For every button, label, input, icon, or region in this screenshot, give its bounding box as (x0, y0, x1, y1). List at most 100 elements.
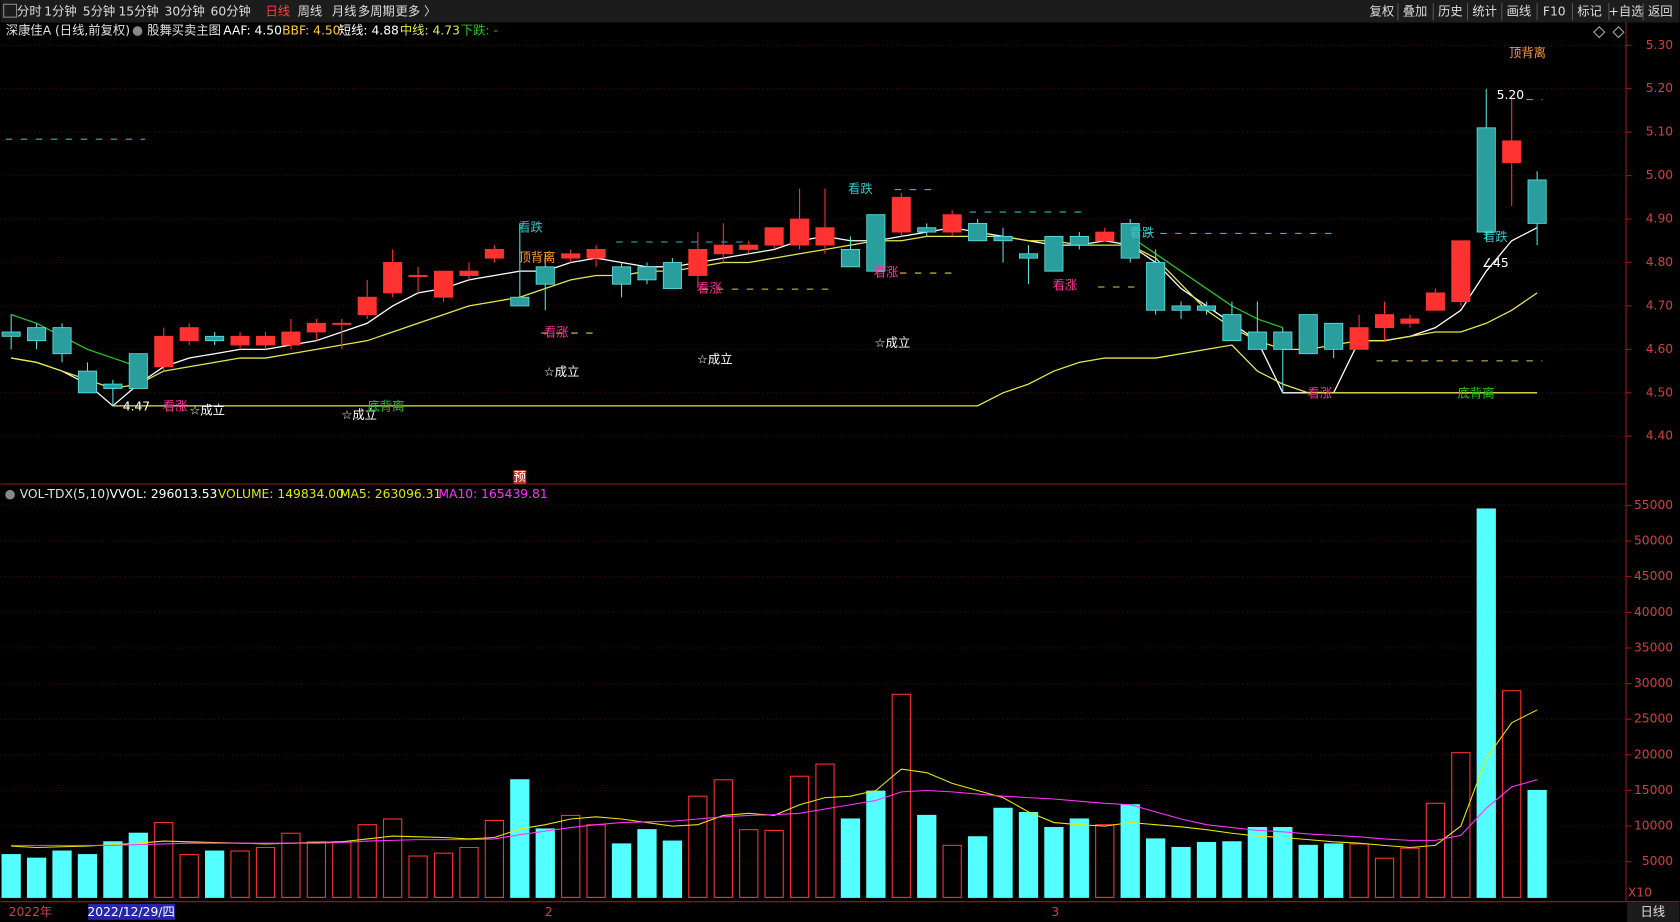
candle-body (586, 249, 606, 259)
volume-bar (637, 829, 657, 898)
volume-bar (281, 832, 301, 898)
candle-body (662, 262, 682, 289)
y-tick-label: 5.10 (1646, 125, 1673, 139)
volume-bar (1476, 508, 1496, 898)
volume-bar (1222, 841, 1242, 898)
annotation: 底背离 (1458, 386, 1495, 401)
toolbar-item[interactable]: 月线 (332, 4, 357, 18)
menu-icon[interactable] (3, 3, 18, 18)
annotation: 4.47 (123, 399, 150, 413)
annotation: 看涨 (874, 265, 899, 280)
volume-bar (815, 763, 835, 898)
volume-title: VOL-TDX(5,10) (20, 487, 110, 501)
toolbar-button[interactable]: 画线 (1507, 4, 1532, 18)
toolbar-item[interactable]: 分时 (17, 4, 42, 18)
cursor-date-box (88, 903, 176, 920)
volume-bar (764, 829, 784, 898)
candle-body (790, 218, 810, 246)
toolbar-button[interactable]: 标记 (1577, 4, 1602, 18)
volume-bar (662, 840, 683, 898)
volume-icon[interactable] (5, 489, 15, 500)
date-label: 2022年 (9, 905, 53, 919)
candle-body (840, 249, 860, 268)
candle-body (1374, 314, 1395, 329)
toolbar-button[interactable]: 历史 (1438, 4, 1463, 18)
volume-bar (713, 779, 733, 898)
indicator-line (112, 344, 1538, 407)
candle-body (815, 227, 835, 246)
date-label: 2022/12/29/四 (87, 905, 174, 919)
y-tick-label: 4.50 (1646, 385, 1673, 399)
volume-bar (1171, 846, 1191, 898)
candle-body (510, 296, 530, 307)
candle-body (52, 327, 72, 355)
toolbar-item[interactable]: 多周期 (358, 4, 395, 18)
candle-body (357, 296, 377, 316)
volume-bar (383, 818, 403, 898)
volume-bar (77, 854, 98, 898)
candle-body (764, 227, 784, 246)
candle-body (1171, 305, 1191, 311)
volume-bar (1044, 826, 1064, 898)
volume-bar (1298, 844, 1318, 898)
toolbar-item[interactable]: 更多 〉 (396, 4, 437, 18)
volume-bar (739, 829, 759, 898)
volume-bar (840, 818, 861, 898)
legend-item: VOLUME: 149834.00 (218, 487, 344, 501)
indicator-icon[interactable] (132, 26, 143, 36)
volume-bar (535, 828, 555, 898)
volume-bar (179, 854, 199, 898)
toolbar-item[interactable]: 60分钟 (211, 3, 251, 18)
toolbar-item[interactable]: 日线 (266, 4, 291, 18)
candle-body (866, 214, 886, 272)
y-tick-label: 5.30 (1646, 38, 1673, 52)
legend-item: BBF: 4.50 (282, 24, 340, 38)
toolbar-item[interactable]: 周线 (298, 4, 323, 18)
legend-item: 短线: 4.88 (339, 24, 399, 38)
toolbar-item[interactable]: 1分钟 (44, 3, 76, 18)
candle-body (383, 262, 403, 294)
candle-body (1095, 231, 1115, 242)
annotation: 顶背离 (1509, 45, 1546, 60)
volume-bar (306, 841, 326, 898)
candle-body (968, 222, 988, 242)
annotation: 看涨 (1053, 277, 1078, 292)
y-tick-label: 25000 (1634, 712, 1673, 726)
volume-bar (866, 790, 886, 898)
candle-body (1400, 318, 1420, 324)
candle-body (688, 249, 708, 276)
y-tick-label: 20000 (1634, 747, 1673, 761)
candle-body (1349, 327, 1369, 350)
toolbar-button[interactable]: +自选 (1609, 4, 1644, 18)
toolbar-item[interactable]: 30分钟 (165, 3, 205, 18)
volume-bar (561, 814, 581, 898)
candle-body (1298, 314, 1318, 355)
y-tick-label: 4.60 (1646, 342, 1673, 356)
toolbar-item[interactable]: 5分钟 (83, 3, 115, 18)
annotation: 5.20 (1497, 88, 1524, 102)
candle-body (1069, 235, 1089, 246)
period-box (1627, 902, 1680, 922)
toolbar-button[interactable]: 返回 (1648, 4, 1673, 18)
panel-icons[interactable] (1593, 26, 1625, 39)
toolbar-button[interactable]: 复权 (1370, 4, 1395, 18)
volume-bar (1095, 824, 1115, 898)
candle-body (77, 370, 97, 394)
y-tick-label: 4.90 (1646, 212, 1673, 226)
toolbar-button[interactable]: 叠加 (1403, 4, 1428, 18)
candle-body (255, 335, 276, 346)
candle-body (535, 266, 555, 285)
volume-bar (993, 807, 1013, 898)
toolbar-button[interactable]: 统计 (1472, 4, 1497, 18)
volume-bar (103, 841, 123, 898)
volume-bar (1324, 843, 1344, 898)
annotation: 看跌 (1130, 225, 1155, 240)
toolbar-button[interactable]: F10 (1543, 4, 1566, 18)
toolbar-item[interactable]: 15分钟 (118, 3, 158, 18)
candle-body (1527, 179, 1547, 224)
candle-body (332, 322, 352, 325)
candle-body (154, 335, 174, 368)
candle-body (1451, 240, 1471, 303)
candle-body (205, 335, 225, 342)
